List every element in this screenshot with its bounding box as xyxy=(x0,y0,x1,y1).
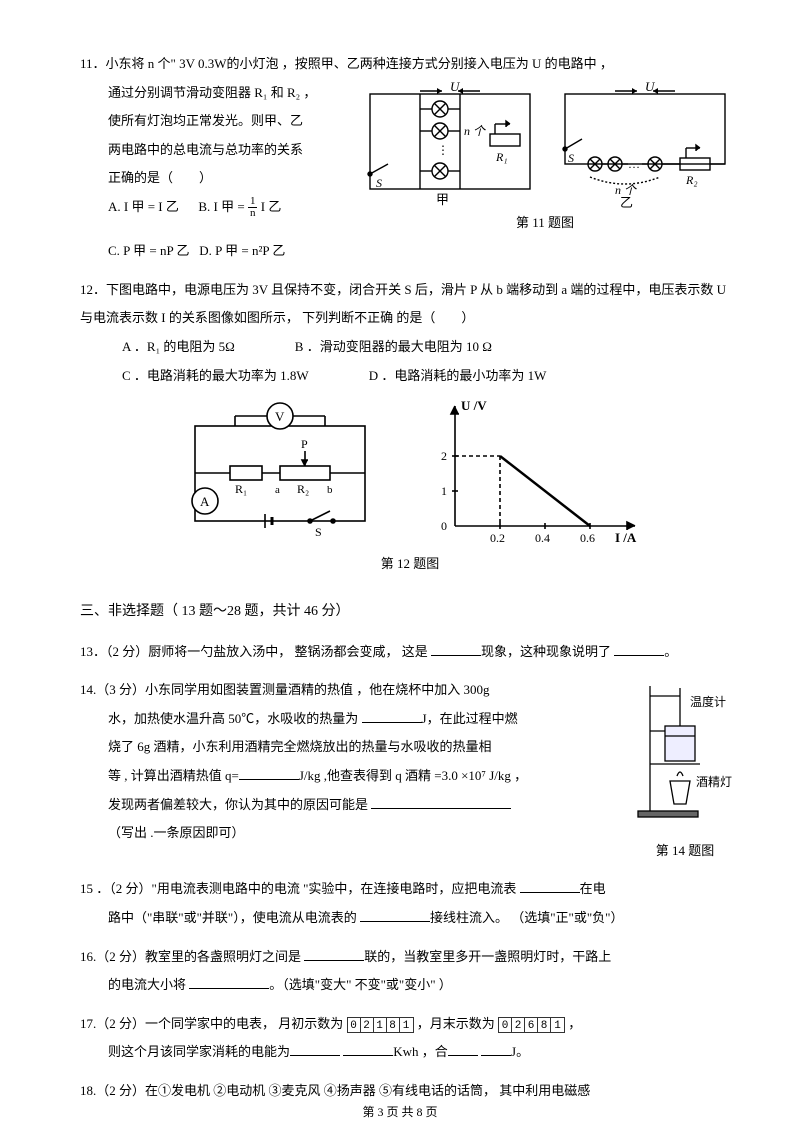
blank xyxy=(189,975,269,989)
svg-text:温度计: 温度计 xyxy=(690,694,726,709)
svg-text:R₁: R₁ xyxy=(235,482,247,496)
blank xyxy=(448,1042,478,1056)
q12-circuit-svg: V R₁ P a R₂ b A xyxy=(175,396,385,546)
svg-text:a: a xyxy=(275,484,280,496)
svg-text:R₂: R₂ xyxy=(297,482,309,496)
q12-graph-svg: U /V I /A 0 1 2 0.2 0.4 0.6 xyxy=(425,396,645,546)
q12-figures: V R₁ P a R₂ b A xyxy=(80,396,740,546)
q11-line1: 11．小东将 n 个" 3V 0.3W的小灯泡 ，按照甲、乙两种连接方式分别接入… xyxy=(80,50,740,79)
q14-figure: 温度计 酒精灯 第 14 题图 xyxy=(630,676,740,865)
q11-fig-label: 第 11 题图 xyxy=(360,209,730,238)
svg-text:…: … xyxy=(628,157,640,171)
question-16: 16.（2 分）教室里的各盏照明灯之间是 联的，当教室里多开一盏照明灯时，干路上… xyxy=(80,943,740,1000)
q12-optB: B ．滑动变阻器的最大电阻为 10 Ω xyxy=(295,333,492,362)
svg-text:乙: 乙 xyxy=(620,195,633,209)
blank xyxy=(343,1042,393,1056)
page: 11．小东将 n 个" 3V 0.3W的小灯泡 ，按照甲、乙两种连接方式分别接入… xyxy=(0,0,800,1145)
q11-line2: 通过分别调节滑动变阻器 R₁ 和 R₂ ， xyxy=(80,79,360,108)
q11-optB: B. I 甲 = 1n I 乙 xyxy=(198,199,281,214)
question-14: 温度计 酒精灯 第 14 题图 14.（3 分）小东同学用如图装置测量酒精的热值… xyxy=(80,676,740,865)
svg-text:b: b xyxy=(327,484,333,496)
svg-text:V: V xyxy=(275,409,285,424)
q12-stem: 12．下图电路中，电源电压为 3V 且保持不变，闭合开关 S 后，滑片 P 从 … xyxy=(80,276,740,333)
svg-text:0: 0 xyxy=(441,519,447,533)
section-3-title: 三、非选择题（ 13 题～28 题，共计 46 分） xyxy=(80,597,740,628)
blank xyxy=(304,947,364,961)
q14-device-svg: 温度计 酒精灯 xyxy=(630,676,740,826)
blank xyxy=(520,879,580,893)
blank xyxy=(239,766,299,780)
svg-text:S: S xyxy=(568,151,574,165)
question-12: 12．下图电路中，电源电压为 3V 且保持不变，闭合开关 S 后，滑片 P 从 … xyxy=(80,276,740,579)
page-footer: 第 3 页 共 8 页 xyxy=(0,1099,800,1125)
q12-optD: D ．电路消耗的最小功率为 1W xyxy=(369,362,547,391)
meter-reading-end: 02681 xyxy=(498,1017,565,1033)
q11-optC: C. P 甲 = nP 乙 xyxy=(108,243,190,258)
svg-text:0.4: 0.4 xyxy=(535,531,550,545)
blank xyxy=(290,1042,340,1056)
svg-text:⋮: ⋮ xyxy=(437,143,449,157)
svg-text:I /A: I /A xyxy=(615,530,637,545)
svg-text:S: S xyxy=(315,525,322,539)
q12-optA: A ．R₁ 的电阻为 5Ω xyxy=(122,333,235,362)
q14-fig-label: 第 14 题图 xyxy=(630,837,740,866)
svg-text:0.2: 0.2 xyxy=(490,531,505,545)
q12-fig-label: 第 12 题图 xyxy=(80,550,740,579)
blank xyxy=(614,642,664,656)
blank xyxy=(371,795,511,809)
q11-line4: 两电路中的总电流与总功率的关系 xyxy=(80,136,360,165)
svg-text:S: S xyxy=(376,176,382,190)
svg-text:R₁: R₁ xyxy=(495,150,508,164)
svg-text:P: P xyxy=(301,437,308,451)
svg-text:1: 1 xyxy=(441,484,447,498)
q11-optA: A. I 甲 = I 乙 xyxy=(108,199,179,214)
svg-text:A: A xyxy=(200,494,210,509)
svg-text:R₂: R₂ xyxy=(685,173,698,187)
blank xyxy=(481,1042,511,1056)
question-13: 13．（2 分）厨师将一勺盐放入汤中， 整锅汤都会变咸， 这是 现象，这种现象说… xyxy=(80,638,740,667)
q11-options-ab: A. I 甲 = I 乙 B. I 甲 = 1n I 乙 xyxy=(80,193,360,222)
svg-text:0.6: 0.6 xyxy=(580,531,595,545)
blank xyxy=(431,642,481,656)
blank xyxy=(362,709,422,723)
svg-text:酒精灯: 酒精灯 xyxy=(696,775,732,789)
meter-reading-start: 02181 xyxy=(347,1017,414,1033)
q11-optD: D. P 甲 = n²P 乙 xyxy=(199,243,285,258)
q11-line5: 正确的是（ ） xyxy=(80,164,360,193)
q11-figure: U S ⋮ n xyxy=(360,79,730,238)
blank xyxy=(360,908,430,922)
svg-text:2: 2 xyxy=(441,449,447,463)
q11-options-cd: C. P 甲 = nP 乙 D. P 甲 = n²P 乙 xyxy=(80,237,740,266)
question-11: 11．小东将 n 个" 3V 0.3W的小灯泡 ，按照甲、乙两种连接方式分别接入… xyxy=(80,50,740,266)
svg-text:甲: 甲 xyxy=(436,192,449,207)
question-15: 15 ．（2 分）"用电流表测电路中的电流 "实验中，在连接电路时，应把电流表 … xyxy=(80,875,740,932)
q11-circuits-svg: U S ⋮ n xyxy=(360,79,730,209)
svg-text:U /V: U /V xyxy=(461,398,487,413)
q12-optC: C ．电路消耗的最大功率为 1.8W xyxy=(122,362,309,391)
q11-line3: 使所有灯泡均正常发光。则甲、乙 xyxy=(80,107,360,136)
question-17: 17.（2 分）一个同学家中的电表， 月初示数为 02181 ，月末示数为 02… xyxy=(80,1010,740,1067)
svg-text:n 个: n 个 xyxy=(464,124,486,138)
